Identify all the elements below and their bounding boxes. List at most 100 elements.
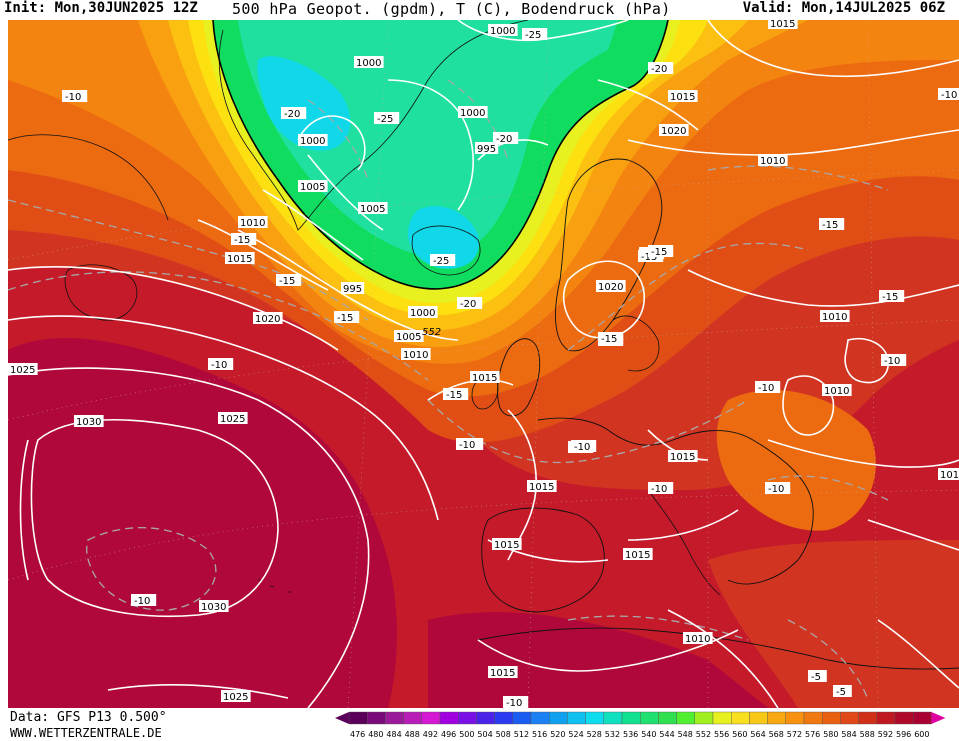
temp-label-bg (231, 233, 257, 245)
pressure-label-bg (492, 538, 522, 550)
data-source-label: Data: GFS P13 0.500° (10, 710, 167, 725)
pressure-label-bg (768, 20, 798, 29)
pressure-label-bg (238, 216, 268, 228)
temp-label-bg (571, 440, 597, 452)
iberia-coast (481, 507, 605, 613)
pressure-label-bg (218, 412, 248, 424)
pressure-label: 1020 (255, 314, 280, 325)
legend-tick-label: 544 (659, 730, 674, 739)
legend-swatch (822, 711, 841, 725)
pressure-label-bg (253, 312, 283, 324)
pressure-label-bg (488, 666, 518, 678)
legend-arrow-left (335, 712, 349, 724)
pressure-label-bg (358, 202, 388, 214)
legend-swatch (421, 711, 441, 725)
legend-tick-label: 564 (750, 730, 765, 739)
temp-label: -15 (337, 313, 353, 324)
geopot-field-east (708, 540, 959, 708)
temp-label-bg (493, 132, 519, 144)
pressure-label-bg (527, 480, 557, 492)
legend-tick-label: 492 (423, 730, 438, 739)
pressure-label-bg (458, 106, 488, 118)
legend-swatch (785, 711, 805, 725)
pressure-label-bg (475, 142, 499, 154)
pressure-label: 1015 (490, 668, 515, 679)
temp-label-bg (276, 274, 302, 286)
pressure-label-bg (298, 134, 328, 146)
geopot-low-core-east (407, 206, 480, 269)
italy-coast (647, 489, 721, 596)
canada-coast (8, 134, 169, 221)
footer: Data: GFS P13 0.500° WWW.WETTERZENTRALE.… (0, 708, 959, 741)
legend-tick-label: 520 (550, 730, 565, 739)
legend-swatch (640, 711, 659, 725)
legend-swatch (457, 711, 477, 725)
temp-label: -10 (459, 440, 475, 451)
temp-label: -20 (651, 64, 667, 75)
pressure-label: 1010 (760, 156, 785, 167)
temp-label-bg (881, 354, 907, 366)
temp-label: -15 (279, 276, 295, 287)
pressure-label: 1005 (396, 332, 421, 343)
website-label: WWW.WETTERZENTRALE.DE (10, 726, 162, 740)
pressure-label: 1015 (770, 20, 795, 30)
temp-label-bg (522, 28, 548, 40)
pressure-label: 1015 (472, 373, 497, 384)
pressure-label: 1000 (460, 108, 485, 119)
pressure-label-bg (298, 180, 328, 192)
temp-label: -15 (446, 390, 462, 401)
geopot-field-high-sw (428, 612, 768, 708)
pressure-label-bg (623, 548, 653, 560)
legend-tick-label: 504 (477, 730, 492, 739)
legend-swatch (621, 711, 641, 725)
pressure-label: 995 (343, 284, 362, 295)
temp-label: -25 (433, 256, 449, 267)
legend-tick-label: 576 (805, 730, 820, 739)
pressure-label: 1010 (685, 634, 710, 645)
temp-label-bg (443, 388, 469, 400)
temp-label: -10 (768, 484, 784, 495)
weather-map[interactable]: 1000 1015 1000 1000 1015 1020 995 1000 1005 1005 1… (8, 20, 959, 708)
legend-swatch (894, 711, 914, 725)
temp-label-bg (456, 438, 482, 450)
legend-swatch (749, 711, 768, 725)
greenland-coast (218, 20, 529, 231)
legend-tick-label: 560 (732, 730, 747, 739)
pressure-label: 1025 (223, 692, 248, 703)
geopot-low-cyan (238, 20, 618, 257)
temp-label: -20 (496, 134, 512, 145)
pressure-label-bg (822, 384, 852, 396)
legend-swatch (676, 711, 696, 725)
pressure-label: 1015 (670, 92, 695, 103)
legend-tick-label: 508 (496, 730, 511, 739)
pressure-label-bg (820, 310, 850, 322)
pressure-label: 1015 (494, 540, 519, 551)
temp-label: -15 (882, 292, 898, 303)
pressure-label-bg (659, 124, 689, 136)
temp-label: -20 (460, 299, 476, 310)
legend-swatch (494, 711, 514, 725)
legend-tick-label: 548 (678, 730, 693, 739)
temp-label: -10 (134, 596, 150, 607)
temp-label-bg (833, 685, 852, 697)
pressure-label: 1010 (824, 386, 849, 397)
temp-label-bg (648, 62, 674, 74)
pressure-label: 1010 (822, 312, 847, 323)
legend-tick-label: 568 (769, 730, 784, 739)
temp-label-bg (938, 88, 959, 100)
temp-label-bg (131, 594, 157, 606)
pressure-label: 1005 (360, 204, 385, 215)
pressure-label-bg (938, 468, 959, 480)
pressure-label-bg (74, 415, 104, 427)
legend-swatch (712, 711, 732, 725)
pressure-label-bg (225, 252, 255, 264)
temp-label-bg (755, 381, 781, 393)
temp-label-bg (62, 90, 88, 102)
temperature-labels: -25-20-10-20 -25-20-15-25-20-15-15-15-15-… (62, 28, 959, 708)
pressure-label-bg (8, 363, 38, 375)
temp-label-bg (430, 254, 456, 266)
temp-label: -15 (234, 235, 250, 246)
legend-swatch (803, 711, 823, 725)
legend-tick-label: 592 (878, 730, 893, 739)
temp-label: -10 (65, 92, 81, 103)
